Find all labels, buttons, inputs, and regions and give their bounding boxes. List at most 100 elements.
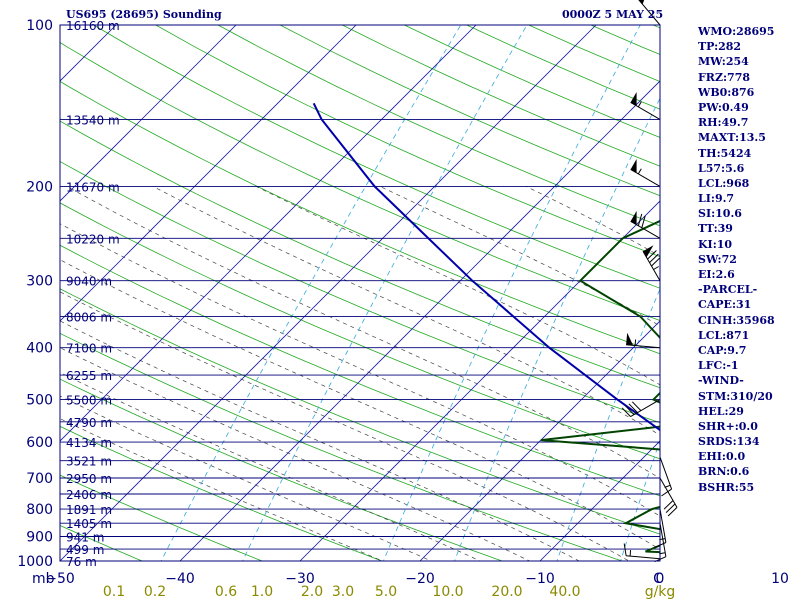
- wind-barb: [630, 159, 661, 187]
- mixing-ratio-label: 3.0: [332, 584, 354, 600]
- index-item: WB0:876: [698, 85, 755, 99]
- wind-barb: [638, 0, 661, 26]
- height-label: 13540 m: [66, 113, 120, 127]
- index-item: L57:5.6: [698, 161, 745, 175]
- isotherm: [179, 80, 660, 561]
- y-axis-label: mb: [32, 571, 55, 587]
- wind-barb: [621, 399, 661, 418]
- dewpoint-line: [540, 219, 660, 554]
- isotherm: [60, 25, 597, 561]
- dry-adiabat: [60, 425, 384, 561]
- wind-barb-half-feather: [634, 339, 637, 346]
- index-item: LFC:-1: [698, 359, 739, 373]
- wind-barb-half-feather: [637, 168, 642, 175]
- height-label: 2406 m: [66, 488, 112, 502]
- isotherm: [60, 25, 237, 202]
- index-item: TT:39: [698, 222, 733, 236]
- height-label: 6255 m: [66, 369, 112, 383]
- height-label: 1405 m: [66, 517, 112, 531]
- dry-adiabat: [60, 288, 660, 535]
- wind-barb-feather: [621, 407, 631, 417]
- wind-barb-half-feather: [653, 266, 659, 270]
- pressure-tick-label: 100: [26, 18, 53, 34]
- pressure-tick-label: 700: [26, 471, 53, 487]
- mixing-ratio-label: 10.0: [432, 584, 463, 600]
- mixing-ratio-line: [242, 25, 528, 561]
- height-label: 7100 m: [66, 342, 112, 356]
- index-item: SW:72: [698, 252, 737, 266]
- dry-adiabat: [60, 525, 144, 561]
- height-label: 76 m: [66, 555, 97, 569]
- temperature-tick-label: −30: [285, 571, 315, 587]
- dry-adiabat: [60, 474, 264, 561]
- index-item: SHR+:0.0: [698, 419, 758, 433]
- wind-barb-feather: [667, 507, 678, 517]
- parcel-line: [312, 102, 660, 432]
- index-item: -WIND-: [698, 374, 744, 388]
- wind-barb-staff: [659, 477, 678, 508]
- pressure-tick-label: 400: [26, 341, 53, 357]
- height-label: 2950 m: [66, 472, 112, 486]
- wind-barb-feather: [661, 488, 672, 497]
- wind-barb-feather: [637, 213, 643, 226]
- moist-adiabat: [152, 186, 660, 436]
- dry-adiabat: [60, 332, 624, 561]
- mixing-ratio-label: 2.0: [301, 584, 323, 600]
- wind-barb-flag: [626, 332, 634, 346]
- wind-barb-feather: [623, 543, 627, 556]
- index-item: TH:5424: [698, 146, 752, 160]
- index-item: WMO:28695: [698, 25, 775, 38]
- isotherm: [60, 25, 357, 322]
- mixing-ratio-label: 1.0: [251, 584, 273, 600]
- index-item: CAP:9.7: [698, 343, 747, 357]
- plot-frame: [59, 24, 661, 562]
- wind-barb-feather: [665, 503, 676, 513]
- indices-panel: WMO:28695 TP:282 MW:254 FRZ:778 WB0:876 PW:0.…: [698, 24, 775, 495]
- moist-adiabat: [60, 395, 433, 561]
- index-item: RH:49.7: [698, 116, 749, 130]
- temperature-tick-label: −20: [405, 571, 435, 587]
- wind-barb-flag: [638, 0, 645, 5]
- wind-barb: [626, 332, 661, 349]
- isotherm: [299, 200, 660, 561]
- wind-barb-feather: [628, 403, 638, 413]
- index-item: CAPE:31: [698, 298, 752, 312]
- wind-barb: [659, 477, 678, 517]
- height-label: 3521 m: [66, 455, 112, 469]
- mixing-ratio-label: 0.1: [103, 584, 125, 600]
- height-label: 8006 m: [66, 311, 112, 325]
- index-item: MW:254: [698, 55, 749, 69]
- pressure-tick-label: 300: [26, 274, 53, 290]
- mixing-ratio-label: g/kg: [645, 584, 676, 600]
- index-item: SRDS:134: [698, 435, 760, 449]
- height-label: 16160 m: [66, 19, 120, 33]
- pressure-tick-label: 800: [26, 502, 53, 518]
- index-item: BSHR:55: [698, 480, 755, 494]
- station-title: US695 (28695) Sounding: [66, 8, 222, 21]
- index-item: BRN:0.6: [698, 465, 750, 479]
- wind-barb-half-feather: [637, 101, 642, 108]
- temperature-tick-label: −10: [525, 571, 555, 587]
- wind-barb-staff: [638, 0, 661, 26]
- index-item: LI:9.7: [698, 192, 735, 206]
- wind-barb-staff: [626, 555, 661, 560]
- mixing-ratio-label: 20.0: [491, 584, 522, 600]
- isotherm: [60, 25, 477, 442]
- wind-barb-feather: [651, 257, 661, 267]
- wind-barb-staff: [659, 456, 673, 490]
- mixing-ratio-line: [454, 97, 660, 561]
- mixing-ratio-label: 0.6: [215, 584, 237, 600]
- index-item: EHI:0.0: [698, 450, 746, 464]
- wind-barb-staff: [659, 509, 667, 543]
- wind-barb-feather: [625, 405, 635, 415]
- wind-barb-feather: [631, 401, 642, 411]
- wind-barb-feather: [649, 253, 659, 263]
- mixing-ratio-label: 40.0: [549, 584, 580, 600]
- wind-barb-feather: [647, 250, 657, 260]
- valid-time: 0000Z 5 MAY 25: [562, 8, 664, 21]
- index-item: FRZ:778: [698, 70, 751, 84]
- moist-adiabat: [66, 186, 660, 479]
- moist-adiabat: [379, 186, 660, 327]
- mixing-ratio-line: [620, 439, 660, 561]
